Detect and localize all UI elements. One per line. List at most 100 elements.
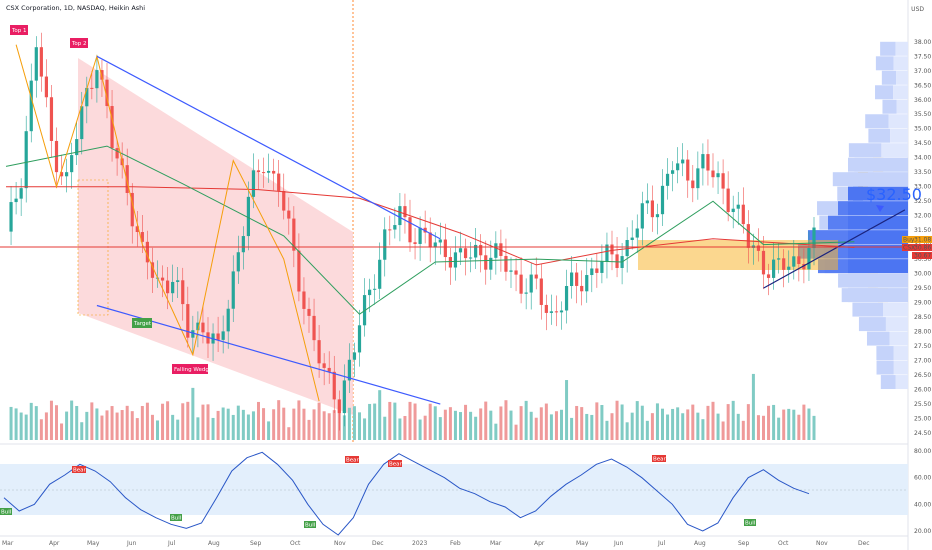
time-tick: Sep xyxy=(250,540,262,547)
candle xyxy=(347,359,351,381)
volume-bar xyxy=(539,407,543,440)
bull2-tag-bg xyxy=(170,514,182,521)
candle xyxy=(660,185,665,215)
candle xyxy=(650,200,654,218)
bear4-tag: Bear xyxy=(653,457,667,463)
csx-label: CSX xyxy=(903,245,915,252)
price-tick: 37.50 xyxy=(914,53,931,60)
vp-bar-up xyxy=(896,99,908,114)
candle xyxy=(716,173,720,178)
candle xyxy=(125,165,129,193)
candle xyxy=(337,399,341,414)
candle xyxy=(655,214,660,218)
bull4-tag-bg xyxy=(744,519,756,526)
volume-bar xyxy=(251,411,255,440)
price-tick: 36.00 xyxy=(914,97,931,104)
volume-bar xyxy=(777,417,781,440)
volume-bar xyxy=(570,417,574,440)
vp-hvn-bar xyxy=(848,244,908,259)
candle xyxy=(251,170,256,197)
target-tag-bg xyxy=(132,318,152,328)
candle xyxy=(625,240,629,257)
candle xyxy=(590,268,594,276)
time-tick: Dec xyxy=(372,540,384,547)
candle xyxy=(701,154,705,169)
candle xyxy=(145,241,149,263)
volume-bar xyxy=(797,414,801,440)
volume-bar xyxy=(277,400,281,440)
volume-bar xyxy=(393,402,397,440)
volume-bar xyxy=(504,400,508,440)
candle xyxy=(317,340,321,364)
volume-bar xyxy=(464,404,468,440)
volume-bar xyxy=(479,408,483,440)
wedge-shade-left xyxy=(78,58,353,415)
volume-bar xyxy=(529,411,533,440)
candle xyxy=(130,192,134,227)
volume-bar xyxy=(600,405,604,440)
volume-bar xyxy=(519,406,523,440)
candle xyxy=(70,155,74,173)
vp-bar-up xyxy=(893,56,908,71)
candle xyxy=(191,330,195,338)
volume-bar xyxy=(297,400,301,440)
volume-bar xyxy=(610,413,614,440)
buy-label-bg xyxy=(902,236,932,243)
volume-bar xyxy=(666,414,670,440)
volume-bar xyxy=(403,416,407,440)
volume-bar xyxy=(645,420,649,440)
volume-bar xyxy=(514,424,518,440)
volume-bar xyxy=(125,405,129,440)
volume-bar xyxy=(787,408,791,440)
vp-bar-up xyxy=(893,360,908,375)
volume-bar xyxy=(171,414,175,440)
volume-bar xyxy=(24,414,28,440)
volume-bar xyxy=(307,419,311,440)
candle xyxy=(479,244,483,256)
candle xyxy=(741,204,745,225)
price-tick: 32.50 xyxy=(914,198,931,205)
ma-green-line xyxy=(5,145,855,315)
candle xyxy=(201,322,205,333)
volume-bar xyxy=(196,417,200,440)
volume-bar xyxy=(701,419,705,440)
candle xyxy=(671,170,675,174)
vp-bar-dn xyxy=(866,331,890,346)
buy-value: 31.08 xyxy=(914,237,931,244)
rsi-tick: 20.00 xyxy=(914,528,931,535)
candle xyxy=(80,106,84,140)
volume-bar xyxy=(302,408,306,440)
candle xyxy=(544,304,548,313)
bear3-tag-bg xyxy=(388,460,402,467)
candle xyxy=(29,80,33,132)
rsi-axis: 80.00 60.00 40.00 20.00 xyxy=(914,448,931,535)
volume-bar xyxy=(428,403,432,440)
volume-bar xyxy=(706,405,710,440)
price-tick: 32.00 xyxy=(914,213,931,220)
time-tick: Aug xyxy=(208,540,220,547)
volume-bar xyxy=(696,412,700,440)
candle xyxy=(474,244,478,258)
volume-bar xyxy=(161,403,165,440)
vp-bar-dn xyxy=(858,317,886,332)
volume-bar xyxy=(625,422,629,440)
candle xyxy=(196,322,200,331)
volume-bar xyxy=(378,390,382,440)
candle xyxy=(766,274,771,278)
volume-bar xyxy=(509,410,513,440)
volume-bar xyxy=(145,402,149,440)
top1-tag: Top 1 xyxy=(11,28,27,34)
volume-bar xyxy=(29,402,33,440)
chart-title: CSX Corporation, 1D, NASDAQ, Heikin Ashi xyxy=(6,4,146,12)
price-tick: 35.50 xyxy=(914,111,931,118)
volume-bar xyxy=(44,412,48,440)
volume-bar xyxy=(221,407,225,440)
candle xyxy=(181,280,185,305)
volume-bar xyxy=(802,404,806,440)
candle xyxy=(676,163,680,171)
candle xyxy=(600,261,604,273)
bear4-tag-bg xyxy=(652,455,666,462)
candle xyxy=(282,190,286,211)
candle xyxy=(95,70,99,89)
